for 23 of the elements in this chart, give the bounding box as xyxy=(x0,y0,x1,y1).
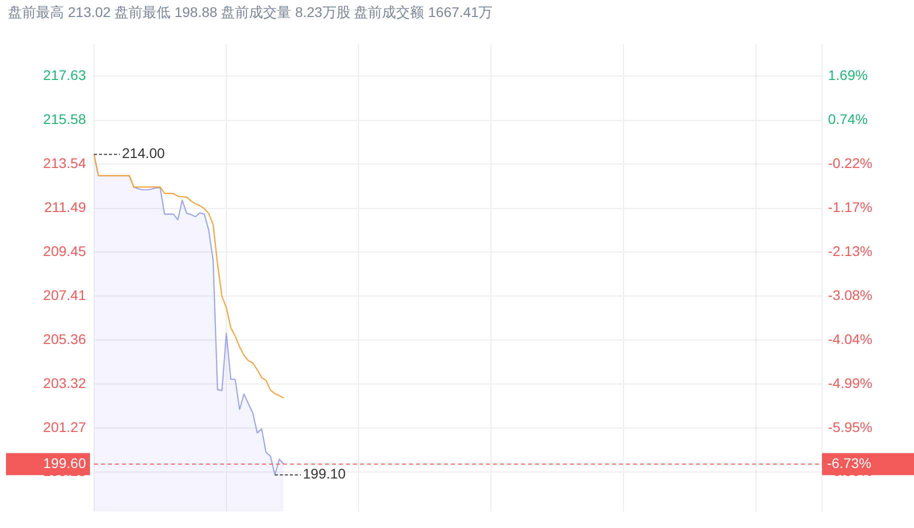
y2-tick-label: -4.99% xyxy=(828,374,872,391)
text: -6.73% xyxy=(827,454,872,471)
annotation: 214.00 xyxy=(122,145,166,162)
y2-tick-label: -1.17% xyxy=(828,198,872,215)
y2-tick-label: -5.95% xyxy=(828,419,872,436)
y2-tick-label: -4.04% xyxy=(828,331,872,348)
y-tick-label: 211.49 xyxy=(44,199,86,216)
y-tick-label: 205.36 xyxy=(43,331,86,348)
y-tick-label: 213.54 xyxy=(43,155,86,172)
y2-tick-label: -2.13% xyxy=(828,243,872,260)
y-tick-label: 209.45 xyxy=(43,243,86,260)
chart-title: 盘前最高 213.02 盘前最低 198.88 盘前成交量 8.23万股 盘前成交额 1667.41万 xyxy=(8,4,493,22)
y-tick-label: 217.63 xyxy=(43,67,86,84)
y-tick-label: 203.32 xyxy=(43,374,86,391)
y2-tick-label: 0.74% xyxy=(828,110,868,127)
y2-tick-label: -3.08% xyxy=(828,286,872,303)
y2-tick-label: -0.22% xyxy=(828,155,872,172)
ref-line-label: 199.60 xyxy=(43,454,86,471)
y-tick-label: 201.27 xyxy=(43,419,86,435)
y-tick-label: 207.41 xyxy=(43,286,86,303)
y-tick-label: 215.58 xyxy=(43,111,86,128)
y2-tick-label: 1.69% xyxy=(828,67,868,84)
annotation: 199.10 xyxy=(302,466,346,482)
